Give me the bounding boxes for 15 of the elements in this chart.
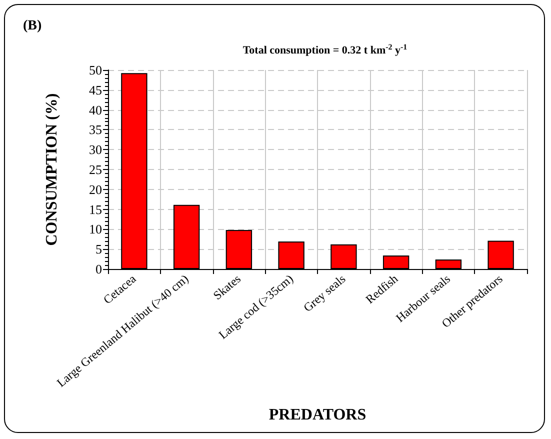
y-tick-label: 40 [89,102,102,118]
y-axis-title: CONSUMPTION (%) [44,93,60,246]
y-tick-label: 10 [89,222,102,237]
y-tick-label: 15 [89,202,102,217]
y-tick-label: 5 [96,242,102,257]
y-tick-label: 20 [89,182,102,197]
y-tick-label: 45 [89,82,102,98]
y-tick-label: 35 [89,122,102,138]
y-tick-label: 0 [96,262,102,276]
y-tick-label: 30 [89,142,102,158]
x-tick-label: Grey seals [300,271,348,315]
x-axis-title: PREDATORS [268,406,366,424]
y-tick-label: 50 [89,62,102,78]
chart-title: (B) [23,18,42,34]
y-tick-label: 25 [89,162,102,177]
